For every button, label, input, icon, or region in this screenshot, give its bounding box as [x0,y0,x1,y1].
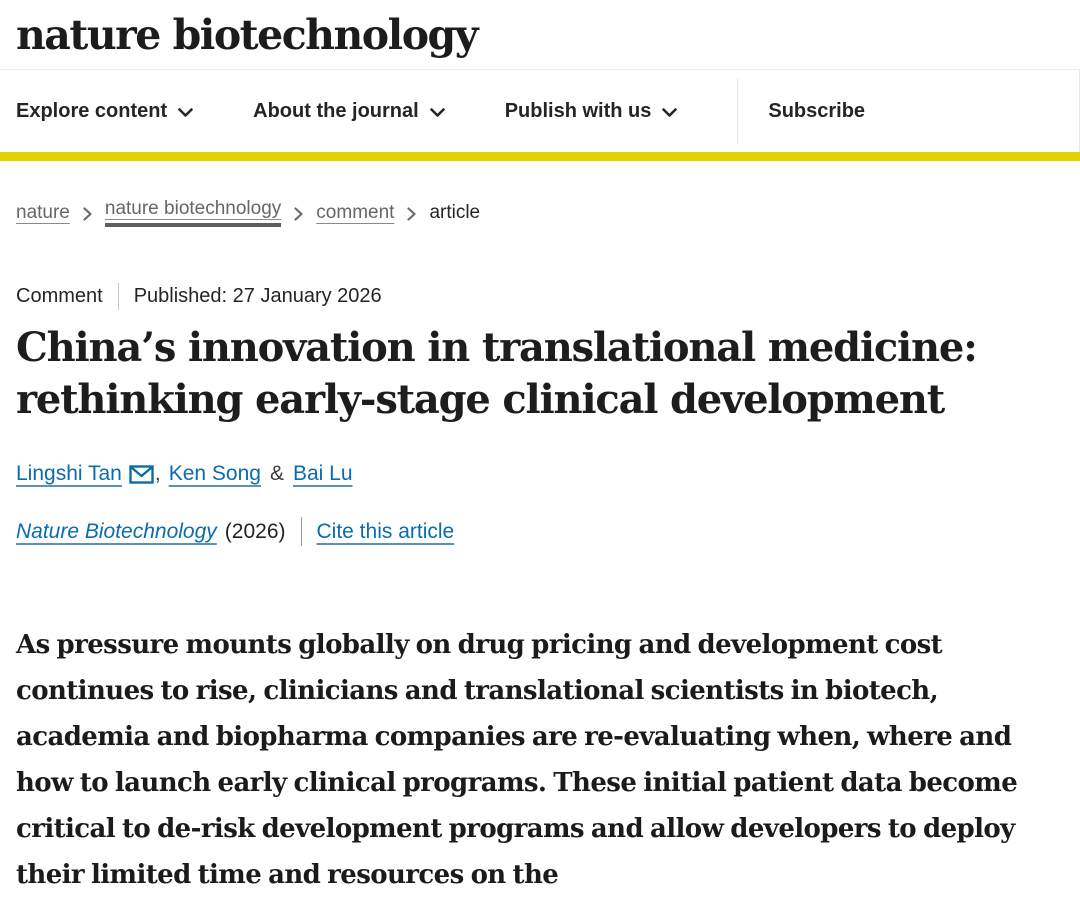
article-type-label: Comment [16,285,103,307]
author-conjunction: & [269,462,284,485]
subscribe-link[interactable]: Subscribe [768,99,866,122]
chevron-right-icon [294,206,303,221]
author-link-lingshi-tan[interactable]: Lingshi Tan [16,462,122,485]
chevron-down-icon [178,101,193,124]
citation-year: (2026) [224,519,286,543]
article-title: China’s innovation in translational medi… [16,324,978,423]
nav-item-publish-with-us[interactable]: Publish with us [505,70,678,152]
chevron-down-icon [429,101,445,124]
nav-item-explore-content[interactable]: Explore content [16,70,193,152]
breadcrumb-link-nature[interactable]: nature [16,201,70,223]
accent-bar [0,152,1080,161]
author-list: Lingshi Tan , Ken Song & Bai Lu [16,462,1064,486]
cite-this-article-link[interactable]: Cite this article [316,519,455,543]
chevron-down-icon [662,101,678,124]
main-nav: Explore content About the journal Publis… [0,70,1080,152]
breadcrumb: nature nature biotechnology comment arti… [0,161,1080,227]
chevron-right-icon [407,206,417,221]
nav-item-label: Publish with us [504,99,652,122]
article-teaser: As pressure mounts globally on drug pric… [16,630,1018,890]
nav-item-label: About the journal [253,99,419,122]
author-link-ken-song[interactable]: Ken Song [168,462,261,485]
nav-divider [737,78,739,144]
journal-logo[interactable]: nature biotechnology [16,11,479,59]
nav-item-about-the-journal[interactable]: About the journal [253,70,445,152]
citation-divider [300,517,302,546]
email-icon[interactable] [129,464,154,484]
meta-divider [117,283,119,310]
site-header: nature biotechnology [0,0,1080,70]
author-separator: , [154,462,161,485]
citation-line: Nature Biotechnology (2026) Cite this ar… [16,517,1064,546]
journal-link[interactable]: Nature Biotechnology [16,519,217,543]
breadcrumb-link-comment[interactable]: comment [316,201,395,223]
breadcrumb-link-nature-biotechnology[interactable]: nature biotechnology [104,198,282,227]
breadcrumb-current-article: article [429,201,481,223]
chevron-right-icon [83,206,92,221]
article-meta: Comment Published: 27 January 2026 [0,227,1080,310]
nav-item-label: Explore content [16,99,168,122]
author-link-bai-lu[interactable]: Bai Lu [292,462,353,485]
published-date: Published: 27 January 2026 [133,285,382,307]
